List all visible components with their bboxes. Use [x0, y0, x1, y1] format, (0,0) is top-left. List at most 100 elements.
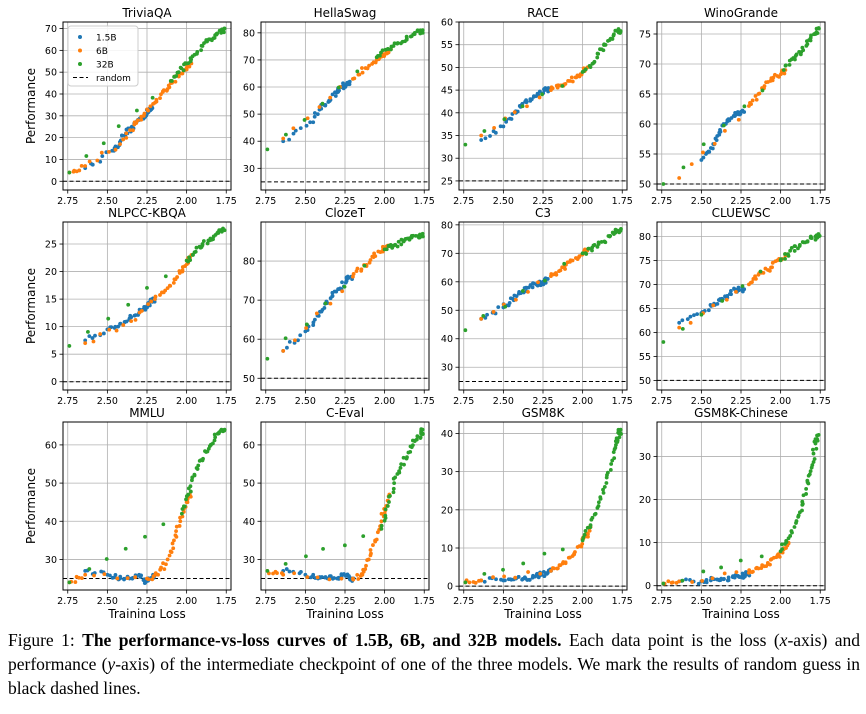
subplot-title: ClozeT	[325, 206, 366, 220]
data-point	[580, 541, 585, 546]
data-point	[352, 76, 357, 81]
x-tick-label: 2.00	[176, 396, 197, 407]
x-tick-label: 1.75	[810, 396, 831, 407]
data-point	[129, 315, 134, 320]
y-tick-label: 0	[51, 177, 57, 188]
series-32b	[67, 26, 227, 175]
series-1-5b	[83, 296, 157, 343]
data-point	[285, 345, 289, 350]
data-point	[588, 523, 593, 527]
data-point	[265, 356, 270, 361]
data-point	[595, 51, 600, 56]
data-point	[563, 81, 568, 86]
data-point	[781, 68, 786, 72]
series-1-5b	[281, 567, 356, 583]
y-tick-label: 60	[639, 328, 651, 339]
data-point	[770, 265, 774, 270]
series-32b	[463, 27, 623, 147]
data-point	[92, 573, 96, 578]
data-point	[383, 513, 388, 518]
data-point	[189, 57, 194, 62]
data-point	[754, 97, 759, 102]
data-point	[608, 234, 613, 238]
data-point	[163, 288, 168, 293]
caption-y-variable: y	[107, 654, 116, 674]
data-point	[609, 462, 614, 466]
data-point	[173, 533, 178, 538]
data-point	[379, 519, 384, 524]
data-point	[482, 579, 487, 584]
y-tick-label: 40	[441, 334, 453, 345]
data-point	[320, 575, 324, 579]
data-point	[377, 53, 382, 58]
data-point	[601, 48, 606, 53]
data-point	[738, 112, 742, 117]
data-point	[502, 574, 507, 579]
data-point	[586, 534, 590, 539]
data-point	[714, 138, 719, 143]
x-tick-label: 2.50	[97, 196, 118, 207]
series-6b	[265, 492, 392, 582]
data-point	[688, 314, 693, 319]
data-point	[222, 427, 227, 432]
x-tick-label: 1.75	[216, 596, 237, 607]
data-point	[101, 331, 106, 336]
data-point	[342, 284, 347, 289]
data-point	[336, 85, 341, 90]
data-point	[212, 432, 217, 437]
data-point	[165, 286, 170, 290]
x-tick-label: 1.75	[216, 196, 237, 207]
subplot-gsm8k-chinese: 2.75 2.50 2.25 2.00 1.75 0 10 20 30 GSM8K-Chinese…	[639, 406, 831, 618]
subplot-winogrande: 2.75 2.50 2.25 2.00 1.75 50 55 60 65 70 75 WinoGran…	[639, 6, 831, 207]
data-point	[596, 240, 601, 245]
data-point	[124, 319, 129, 324]
data-point	[291, 131, 296, 136]
data-point	[611, 32, 616, 37]
data-point	[184, 67, 189, 72]
data-point	[124, 135, 129, 140]
data-point	[782, 71, 787, 76]
data-point	[421, 234, 425, 239]
data-point	[602, 239, 607, 244]
data-point	[368, 548, 373, 552]
data-point	[805, 239, 810, 244]
x-tick-label: 2.00	[770, 196, 791, 207]
data-point	[171, 280, 176, 285]
series-6b	[463, 524, 593, 585]
data-point	[729, 288, 733, 293]
data-point	[139, 573, 144, 578]
data-point	[178, 65, 183, 70]
data-point	[727, 118, 732, 123]
y-tick-label: 70	[639, 280, 651, 291]
y-tick-label: 60	[639, 120, 651, 131]
y-tick-label: 30	[45, 555, 57, 566]
x-tick-label: 2.00	[176, 196, 197, 207]
data-point	[305, 116, 310, 121]
x-tick-label: 2.25	[532, 196, 553, 207]
x-tick-label: 2.00	[770, 596, 791, 607]
data-point	[690, 580, 694, 584]
data-point	[540, 92, 545, 97]
data-point	[158, 96, 162, 101]
data-point	[810, 447, 815, 452]
data-point	[692, 313, 696, 318]
data-point	[598, 495, 603, 500]
data-point	[379, 523, 384, 528]
data-point	[363, 567, 368, 572]
data-point	[738, 558, 743, 563]
data-point	[107, 327, 112, 332]
data-point	[283, 132, 288, 137]
data-point	[340, 289, 345, 294]
data-point	[330, 294, 335, 299]
y-tick-label: 60	[45, 46, 57, 57]
y-tick-label: 80	[243, 28, 255, 39]
y-tick-label: 60	[243, 335, 255, 346]
y-tick-label: 50	[243, 110, 255, 121]
x-tick-label: 2.50	[493, 196, 514, 207]
data-point	[804, 492, 808, 496]
data-point	[543, 86, 548, 90]
data-point	[360, 66, 364, 70]
data-point	[156, 572, 160, 577]
data-point	[718, 127, 722, 132]
data-point	[392, 481, 397, 485]
